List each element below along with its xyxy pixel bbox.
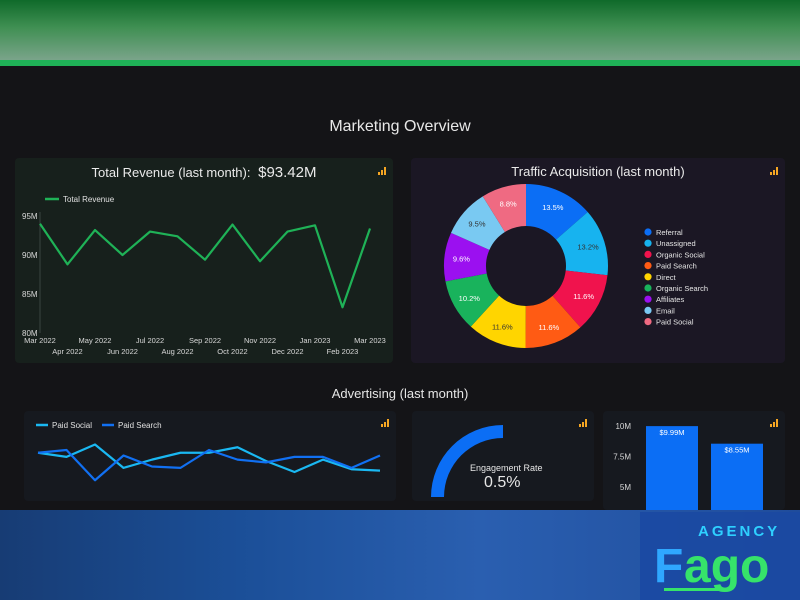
top-banner — [0, 0, 800, 60]
revenue-chart: 80M 85M 90M 95M Mar 2022 Apr 2022 May 2022 Jun … — [22, 195, 386, 356]
svg-text:F: F — [654, 540, 683, 593]
ads-lines-card: Paid Social Paid Search — [24, 411, 396, 501]
engagement-card: Engagement Rate 0.5% — [412, 411, 594, 501]
revenue-series-line — [39, 223, 372, 309]
y-tick-label: 95M — [22, 212, 38, 221]
y-tick-label: 5M — [620, 483, 631, 492]
legend-label: Total Revenue — [63, 195, 115, 204]
traffic-card: Traffic Acquisition (last month) 13.5% 13… — [411, 158, 785, 363]
donut-slice — [451, 196, 505, 250]
slice-label: 13.2% — [577, 243, 599, 252]
slice-label: 9.6% — [453, 255, 470, 264]
donut-slice — [552, 270, 608, 328]
bar — [646, 426, 698, 510]
ads-bars-card: 5M 7.5M 10M $9.99M $8.55M — [603, 411, 785, 510]
x-tick-label: Jun 2022 — [107, 347, 138, 356]
x-tick-label: May 2022 — [79, 336, 112, 345]
x-tick-label: Dec 2022 — [271, 347, 303, 356]
engagement-value: 0.5% — [484, 474, 521, 491]
legend-label: Affiliates — [656, 295, 684, 304]
bar-data-label: $9.99M — [659, 428, 684, 437]
svg-text:ago: ago — [684, 540, 769, 593]
legend-dot — [644, 250, 652, 258]
ads-line-chart: Paid Social Paid Search — [36, 421, 381, 482]
ads-series-line — [37, 448, 381, 482]
donut-slice — [444, 232, 490, 282]
legend-dot — [644, 295, 652, 303]
ads-bar-chart: 5M 7.5M 10M $9.99M $8.55M — [613, 422, 763, 510]
revenue-value: $93.42M — [258, 164, 317, 181]
donut-slice — [445, 273, 500, 327]
legend-label: Direct — [656, 273, 677, 282]
x-tick-label: Mar 2023 — [354, 336, 386, 345]
donut-slice — [482, 184, 526, 233]
revenue-label: Total Revenue (last month): — [91, 165, 251, 180]
legend-dot — [644, 239, 652, 247]
x-tick-label: Jan 2023 — [300, 336, 331, 345]
legend-dot — [644, 284, 652, 292]
legend-dot — [644, 262, 652, 270]
x-tick-label: Sep 2022 — [189, 336, 221, 345]
y-tick-label: 90M — [22, 251, 38, 260]
legend-label: Email — [656, 306, 675, 315]
legend-label: Unassigned — [656, 239, 696, 248]
y-tick-label: 85M — [22, 290, 38, 299]
legend-label: Paid Search — [656, 262, 697, 271]
bar-chart-icon[interactable] — [378, 167, 386, 175]
legend-label: Paid Social — [656, 318, 694, 327]
legend-dot — [644, 273, 652, 281]
x-tick-label: Mar 2022 — [24, 336, 56, 345]
x-tick-label: Apr 2022 — [52, 347, 82, 356]
slice-label: 11.6% — [573, 292, 594, 301]
legend-dot — [644, 228, 652, 236]
legend-label: Referral — [656, 228, 683, 237]
x-tick-label: Feb 2023 — [327, 347, 359, 356]
donut-slice — [470, 295, 526, 348]
x-tick-label: Aug 2022 — [161, 347, 193, 356]
x-tick-label: Nov 2022 — [244, 336, 276, 345]
bar — [711, 443, 763, 510]
gauge-fill — [431, 425, 503, 497]
slice-label: 9.5% — [468, 219, 485, 228]
y-tick-label: 7.5M — [613, 453, 631, 462]
legend-label: Paid Social — [52, 421, 92, 430]
revenue-card: Total Revenue (last month): $93.42M 80M 8… — [15, 158, 393, 363]
svg-text:AGENCY: AGENCY — [698, 523, 780, 540]
x-tick-label: Jul 2022 — [136, 336, 164, 345]
donut-slice — [526, 184, 588, 240]
donut-slice — [556, 211, 608, 276]
donut-slice — [525, 295, 581, 348]
legend-label: Organic Social — [656, 250, 705, 259]
legend-dot — [644, 306, 652, 314]
x-tick-label: Oct 2022 — [217, 347, 247, 356]
slice-label: 13.5% — [542, 203, 564, 212]
engagement-label: Engagement Rate — [470, 463, 543, 473]
bar-chart-icon[interactable] — [381, 419, 389, 427]
legend-label: Paid Search — [118, 421, 162, 430]
revenue-header: Total Revenue (last month): $93.42M — [15, 164, 393, 181]
legend-label: Organic Search — [656, 284, 708, 293]
ads-series-line — [37, 443, 381, 474]
bar-data-label: $8.55M — [724, 446, 749, 455]
bar-chart-icon[interactable] — [770, 419, 778, 427]
bar-chart-icon[interactable] — [579, 419, 587, 427]
slice-label: 11.6% — [492, 323, 513, 332]
advertising-title: Advertising (last month) — [331, 386, 469, 401]
traffic-donut-chart: 13.5% 13.2% 11.6% 11.6% 11.6% 10.2% 9.6% 9.5% 8.… — [444, 184, 708, 348]
page-title: Marketing Overview — [329, 118, 471, 135]
slice-label: 8.8% — [500, 199, 517, 208]
y-tick-label: 80M — [22, 329, 38, 338]
slice-label: 10.2% — [459, 294, 481, 303]
traffic-title: Traffic Acquisition (last month) — [511, 164, 685, 179]
y-tick-label: 10M — [615, 422, 631, 431]
accent-line — [0, 60, 800, 66]
agency-logo: AGENCY F ago — [640, 512, 800, 600]
engagement-gauge — [431, 425, 503, 497]
legend-dot — [644, 318, 652, 326]
bar-chart-icon[interactable] — [770, 167, 778, 175]
slice-label: 11.6% — [539, 323, 560, 332]
